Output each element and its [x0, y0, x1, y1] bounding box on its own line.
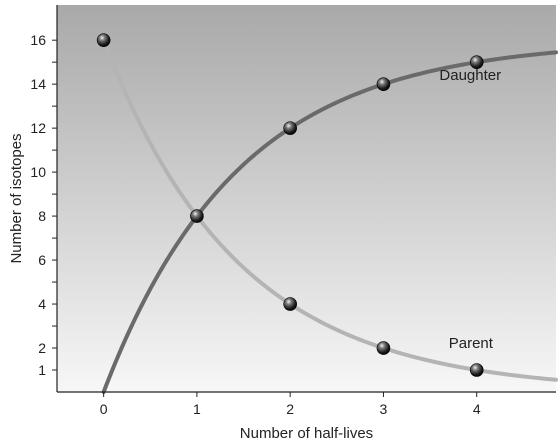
y-tick-label: 12	[30, 120, 46, 136]
series-label-daughter: Daughter	[439, 67, 501, 84]
data-point-marker	[96, 33, 111, 47]
data-point-marker	[283, 121, 297, 135]
data-point-marker	[469, 363, 484, 377]
x-tick-label: 4	[473, 401, 481, 417]
y-tick-label: 8	[38, 208, 46, 224]
data-point-marker	[190, 209, 204, 223]
plot-area	[57, 5, 556, 392]
y-tick-label: 1	[38, 362, 46, 378]
y-tick-label: 10	[30, 164, 46, 180]
y-tick-label: 2	[38, 340, 46, 356]
series-label-parent: Parent	[449, 335, 494, 352]
y-tick-label: 16	[30, 32, 46, 48]
data-point-marker	[283, 297, 297, 311]
data-point-marker	[376, 77, 391, 91]
y-tick-label: 4	[38, 296, 46, 312]
y-tick-label: 6	[38, 252, 46, 268]
x-tick-label: 0	[100, 401, 108, 417]
x-axis-title: Number of half-lives	[240, 425, 373, 442]
x-tick-label: 1	[193, 401, 201, 417]
x-tick-label: 2	[286, 401, 294, 417]
y-axis-title: Number of isotopes	[8, 133, 25, 263]
x-tick-label: 3	[380, 401, 388, 417]
y-tick-label: 14	[30, 76, 46, 92]
data-point-marker	[469, 55, 484, 69]
data-point-marker	[376, 341, 391, 355]
